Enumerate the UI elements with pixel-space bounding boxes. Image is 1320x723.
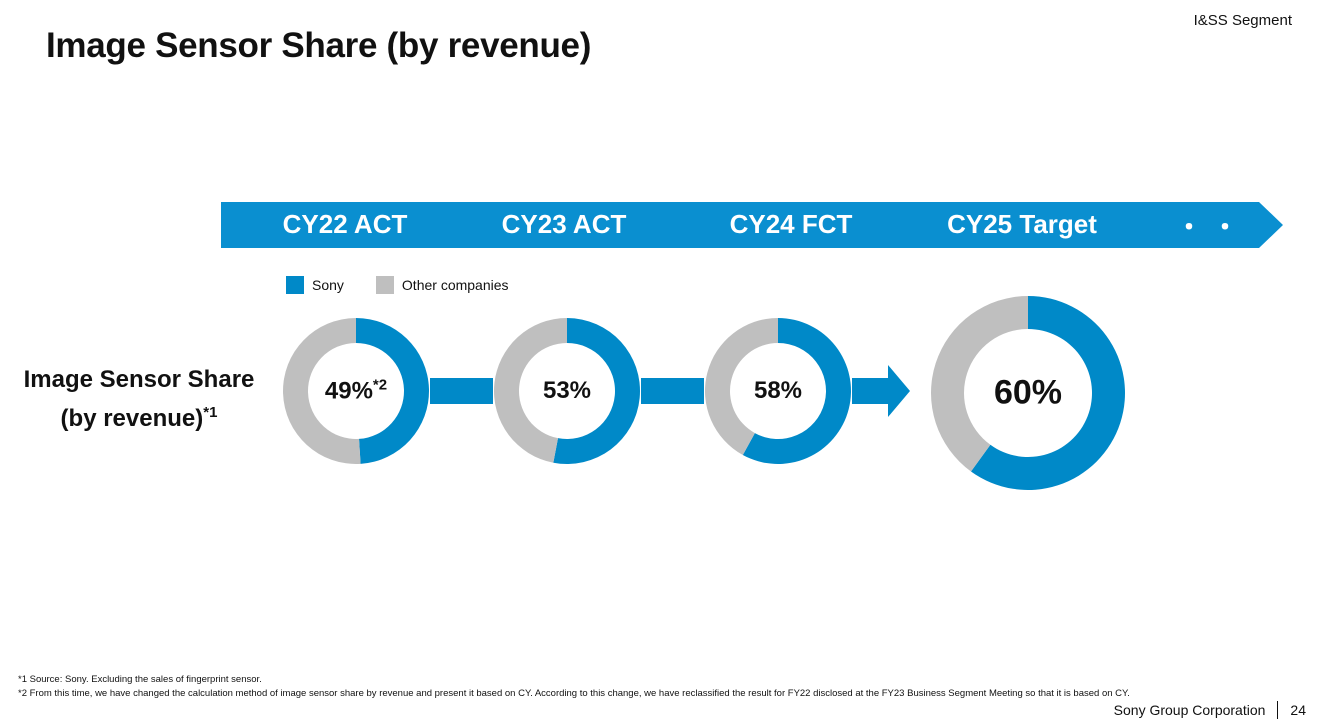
page-footer: Sony Group Corporation 24	[1114, 701, 1306, 719]
donut-slice-other-1	[283, 318, 361, 464]
segment-label: I&SS Segment	[1193, 12, 1292, 29]
legend-swatch-sony	[286, 276, 304, 294]
connector-bar-2	[641, 378, 704, 404]
row-label-line2-wrap: (by revenue)*1	[14, 396, 264, 435]
timeline-label-cy23: CY23 ACT	[501, 209, 627, 239]
donut-value-label-2: 53%	[543, 377, 591, 405]
donut-value-text: 58%	[753, 377, 803, 404]
timeline-arrow	[221, 202, 1283, 248]
donut-slice-other-3	[705, 318, 778, 455]
donut-value-label-1: 49%*2	[325, 377, 387, 406]
row-label-note: *1	[203, 404, 218, 421]
page-title: Image Sensor Share (by revenue)	[46, 26, 592, 65]
timeline-label-cy24: CY24 FCT	[729, 209, 853, 239]
chart-legend: Sony Other companies	[286, 276, 541, 294]
donut-value-text: 53%	[542, 377, 592, 404]
timeline-label-cy22: CY22 ACT	[282, 209, 408, 239]
footnote-2: *2 From this time, we have changed the c…	[18, 688, 1130, 699]
donut-slice-sony-4	[970, 296, 1125, 490]
donut-value-text: 49%	[324, 377, 373, 405]
donut-value-label-3: 58%	[754, 377, 802, 405]
donut-value-text: 60%	[993, 373, 1063, 412]
row-label-line2: (by revenue)	[60, 405, 204, 432]
donut-slice-sony-1	[356, 318, 430, 464]
donut-slice-sony-3	[742, 318, 852, 464]
legend-item-sony: Sony	[286, 276, 344, 294]
timeline-banner: CY22 ACT CY23 ACT CY24 FCT CY25 Target ・…	[221, 200, 1285, 250]
timeline-label-cy25: CY25 Target	[947, 209, 1097, 239]
footnotes: *1 Source: Sony. Excluding the sales of …	[18, 673, 1130, 701]
row-label-line1: Image Sensor Share	[23, 366, 255, 393]
connector-arrow	[852, 365, 910, 417]
page-number: 24	[1290, 702, 1306, 718]
company-name: Sony Group Corporation	[1113, 702, 1266, 718]
connector-bar-1	[430, 378, 493, 404]
legend-label-sony: Sony	[312, 277, 344, 293]
legend-label-other: Other companies	[401, 277, 509, 293]
donut-value-note: *2	[372, 376, 388, 394]
footer-separator	[1277, 701, 1279, 719]
legend-swatch-other	[375, 276, 394, 294]
footnote-1: *1 Source: Sony. Excluding the sales of …	[18, 674, 262, 685]
donut-slice-other-2	[494, 318, 567, 463]
donut-slice-other-4	[930, 296, 1028, 472]
timeline-continuation-dots: ・・	[1176, 212, 1249, 242]
donut-slice-sony-2	[553, 318, 641, 465]
donut-value-label-4: 60%	[994, 374, 1062, 413]
row-label: Image Sensor Share (by revenue)*1	[14, 363, 264, 435]
legend-item-other: Other companies	[375, 276, 509, 294]
